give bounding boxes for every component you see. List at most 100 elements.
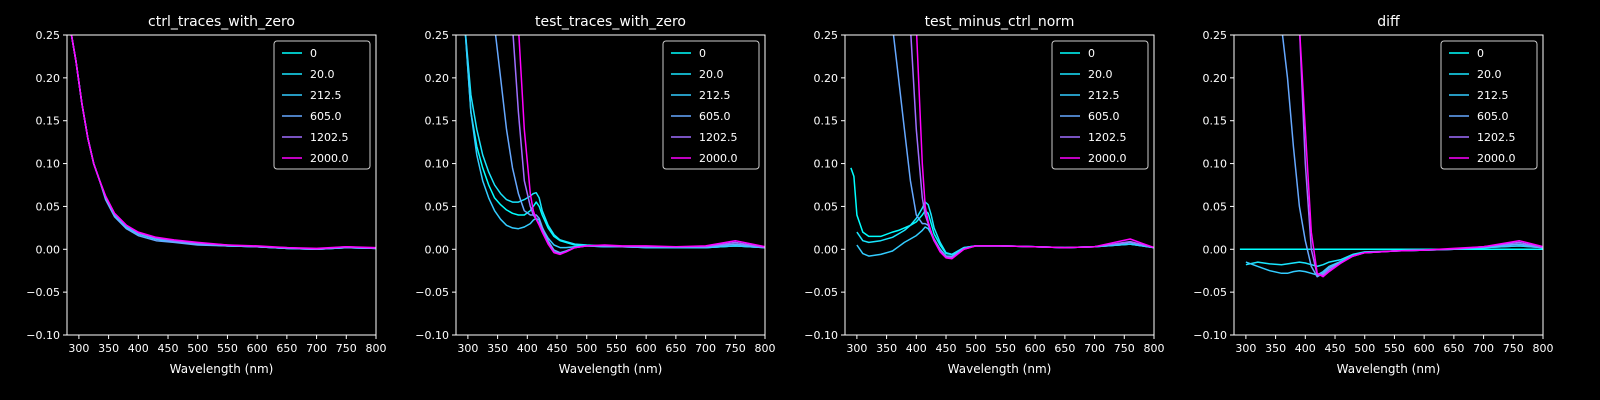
- axes-frame: [844, 34, 1155, 336]
- x-tick-label: 300: [457, 342, 478, 355]
- x-tick-label: 400: [517, 342, 538, 355]
- legend-label: 0: [1477, 47, 1484, 60]
- subplot-4: 300 350 400 450 500 550 600 650 700 750 800 −0.10 −0…: [1193, 14, 1553, 376]
- y-tick-label: 0.20: [1203, 72, 1228, 85]
- x-tick-label: 500: [1354, 342, 1375, 355]
- legend-label: 2000.0: [310, 152, 349, 165]
- y-tick-label: 0.20: [425, 72, 450, 85]
- legend-label: 212.5: [1477, 89, 1509, 102]
- legend-label: 212.5: [1088, 89, 1120, 102]
- legend: 0 20.0 212.5 605.0 1202.5 2000.0: [1440, 40, 1538, 170]
- x-axis-label: Wavelength (nm): [1337, 362, 1441, 376]
- y-tick-label: 0.00: [36, 243, 61, 256]
- y-tick-label: 0.00: [425, 243, 450, 256]
- legend-item: 0: [1060, 47, 1095, 60]
- axes-frame: [455, 34, 766, 336]
- legend-label: 1202.5: [310, 131, 349, 144]
- legend-label: 0: [699, 47, 706, 60]
- y-tick-label: 0.25: [814, 29, 839, 42]
- x-axis-label: Wavelength (nm): [170, 362, 274, 376]
- subplot-1: 300 350 400 450 500 550 600 650 700 750 800 −0.10 −0…: [26, 14, 386, 376]
- legend-item: 2000.0: [282, 152, 349, 165]
- legend-item: 0: [1449, 47, 1484, 60]
- y-tick-label: 0.00: [1203, 243, 1228, 256]
- y-tick-label: 0.05: [36, 200, 61, 213]
- x-tick-label: 800: [755, 342, 776, 355]
- x-tick-label: 550: [995, 342, 1016, 355]
- x-tick-label: 650: [1054, 342, 1075, 355]
- x-tick-label: 400: [1295, 342, 1316, 355]
- legend-item: 20.0: [671, 68, 724, 81]
- legend-item: 2000.0: [1449, 152, 1516, 165]
- y-tick-label: 0.10: [425, 158, 450, 171]
- y-tick-label: 0.15: [36, 115, 61, 128]
- legend-item: 212.5: [282, 89, 342, 102]
- y-tick-label: 0.10: [814, 158, 839, 171]
- y-tick-label: 0.25: [36, 29, 61, 42]
- y-tick-label: 0.25: [425, 29, 450, 42]
- legend-label: 0: [310, 47, 317, 60]
- x-tick-label: 800: [1144, 342, 1165, 355]
- subplot-3: 300 350 400 450 500 550 600 650 700 750 800 −0.10 −0…: [804, 14, 1164, 376]
- series-line-0: [850, 167, 1154, 256]
- y-tick-label: −0.10: [415, 329, 449, 342]
- y-tick-label: −0.10: [804, 329, 838, 342]
- y-tick-label: 0.00: [814, 243, 839, 256]
- series-group: [70, 35, 376, 251]
- legend-item: 0: [671, 47, 706, 60]
- x-tick-label: 300: [68, 342, 89, 355]
- legend-item: 20.0: [282, 68, 335, 81]
- x-tick-label: 500: [576, 342, 597, 355]
- y-tick-label: 0.05: [1203, 200, 1228, 213]
- legend-item: 1202.5: [1449, 131, 1516, 144]
- legend-label: 20.0: [1088, 68, 1113, 81]
- legend-label: 1202.5: [699, 131, 738, 144]
- x-tick-label: 800: [1533, 342, 1554, 355]
- legend-item: 212.5: [671, 89, 731, 102]
- axes-frame: [66, 34, 377, 336]
- x-axis-label: Wavelength (nm): [559, 362, 663, 376]
- legend-box: [1051, 40, 1149, 170]
- series-line-2000.0: [70, 35, 376, 250]
- legend-label: 2000.0: [1088, 152, 1127, 165]
- y-tick-label: 0.25: [1203, 29, 1228, 42]
- legend-item: 212.5: [1449, 89, 1509, 102]
- y-tick-label: −0.05: [415, 286, 449, 299]
- legend-item: 20.0: [1449, 68, 1502, 81]
- x-tick-label: 750: [336, 342, 357, 355]
- series-line-2000.0: [518, 35, 765, 256]
- legend-item: 1202.5: [671, 131, 738, 144]
- y-tick-label: −0.05: [26, 286, 60, 299]
- x-tick-label: 600: [1025, 342, 1046, 355]
- legend-item: 0: [282, 47, 317, 60]
- x-tick-label: 750: [1114, 342, 1135, 355]
- y-tick-label: 0.05: [814, 200, 839, 213]
- y-tick-label: 0.20: [814, 72, 839, 85]
- legend-label: 212.5: [310, 89, 342, 102]
- legend-label: 20.0: [699, 68, 724, 81]
- x-tick-label: 400: [128, 342, 149, 355]
- x-tick-label: 550: [1384, 342, 1405, 355]
- legend-item: 605.0: [282, 110, 342, 123]
- y-tick-label: 0.15: [814, 115, 839, 128]
- subplot-title: ctrl_traces_with_zero: [148, 14, 295, 30]
- x-tick-label: 500: [965, 342, 986, 355]
- legend: 0 20.0 212.5 605.0 1202.5 2000.0: [273, 40, 371, 170]
- legend-box: [273, 40, 371, 170]
- y-tick-label: 0.10: [1203, 158, 1228, 171]
- series-group: [850, 35, 1154, 260]
- x-axis-label: Wavelength (nm): [948, 362, 1052, 376]
- legend-label: 605.0: [1088, 110, 1120, 123]
- y-tick-label: 0.15: [425, 115, 450, 128]
- legend-label: 605.0: [310, 110, 342, 123]
- x-tick-label: 650: [1443, 342, 1464, 355]
- y-tick-label: 0.15: [1203, 115, 1228, 128]
- y-tick-label: −0.05: [804, 286, 838, 299]
- x-tick-label: 350: [487, 342, 508, 355]
- legend-item: 2000.0: [671, 152, 738, 165]
- legend-label: 212.5: [699, 89, 731, 102]
- legend-item: 212.5: [1060, 89, 1120, 102]
- series-line-2000.0: [1299, 35, 1543, 278]
- series-group: [1239, 35, 1543, 278]
